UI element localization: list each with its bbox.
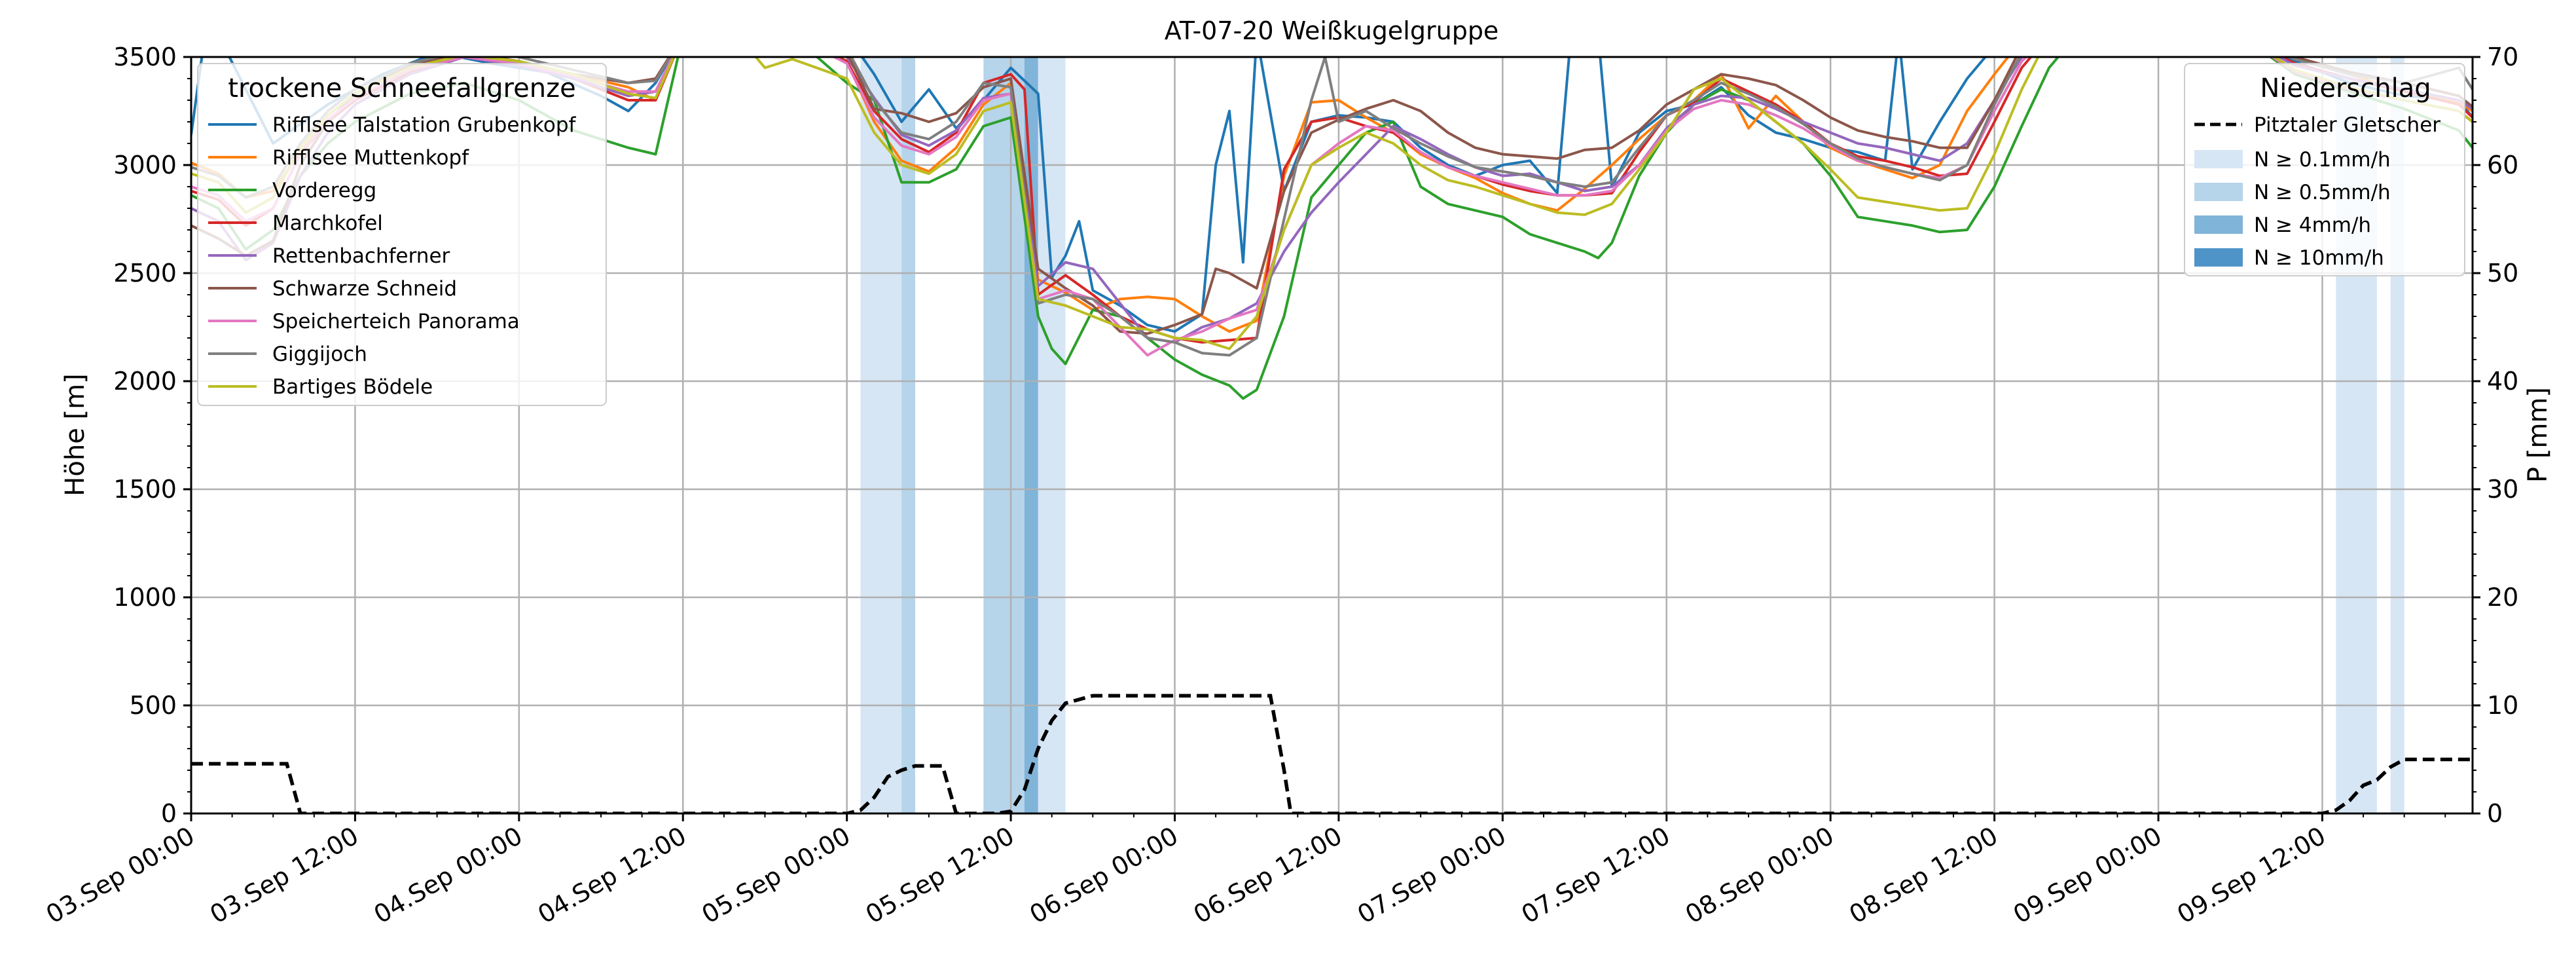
- ytick-right-label-3: 30: [2487, 475, 2518, 504]
- ytick-left-label-2: 1000: [113, 583, 177, 612]
- precip-band-3: [1024, 57, 1038, 813]
- ytick-left-label-6: 3000: [113, 151, 177, 179]
- legend-precipitation: Niederschlag Pitztaler Gletscher N ≥ 0.1…: [2184, 63, 2465, 276]
- legend-precip-band-label-3: N ≥ 10mm/h: [2254, 246, 2384, 270]
- precip-band-4: [1038, 57, 1066, 813]
- legend-precip-band-swatch-0: [2194, 150, 2243, 168]
- y-axis-label-right: P [mm]: [2523, 387, 2553, 483]
- legend-precip-band-label-0: N ≥ 0.1mm/h: [2254, 148, 2391, 172]
- ytick-left-label-7: 3500: [113, 43, 177, 71]
- plot-frame: [190, 56, 2474, 815]
- right-axis-ticks: 0 10 20 30 40 50 60 70: [2473, 43, 2518, 828]
- legend-precip-band-label-2: N ≥ 4mm/h: [2254, 214, 2371, 237]
- series-line-4: [191, 57, 2473, 344]
- legend-snowline-label-5: Schwarze Schneid: [272, 277, 457, 301]
- legend-precipitation-line-label: Pitztaler Gletscher: [2254, 113, 2440, 137]
- series-line-3: [191, 57, 2473, 344]
- legend-precip-band-label-1: N ≥ 0.5mm/h: [2254, 181, 2391, 204]
- series-line-8: [191, 57, 2473, 350]
- legend-snowline-label-8: Bartiges Bödele: [272, 375, 433, 399]
- snowline-series: [191, 57, 2473, 400]
- left-axis-ticks: 0 500 1000 1500 2000 2500 3000 3500: [113, 43, 191, 828]
- ytick-left-label-3: 1500: [113, 475, 177, 504]
- legend-precip-band-swatch-1: [2194, 183, 2243, 201]
- ytick-left-label-0: 0: [161, 799, 177, 828]
- ytick-right-label-1: 10: [2487, 691, 2518, 720]
- series-line-2: [191, 57, 2473, 400]
- legend-snowline-label-0: Rifflsee Talstation Grubenkopf: [272, 113, 577, 137]
- precip-band-2: [983, 57, 1025, 813]
- legend-snowline-label-6: Speicherteich Panorama: [272, 310, 520, 333]
- y-axis-label-left: Höhe [m]: [60, 373, 90, 496]
- legend-snowline-label-2: Vorderegg: [272, 179, 376, 202]
- ytick-right-label-6: 60: [2487, 151, 2518, 179]
- ytick-right-label-2: 20: [2487, 583, 2518, 612]
- legend-snowline-title: trockene Schneefallgrenze: [228, 73, 575, 103]
- legend-snowline-label-4: Rettenbachferner: [272, 244, 450, 268]
- legend-precip-band-swatch-2: [2194, 215, 2243, 234]
- precip-band-1: [901, 57, 916, 813]
- ytick-right-label-5: 50: [2487, 259, 2518, 288]
- ytick-right-label-0: 0: [2487, 799, 2503, 828]
- precip-band-0: [860, 57, 902, 813]
- legend-precipitation-title: Niederschlag: [2260, 73, 2431, 103]
- ytick-left-label-5: 2500: [113, 259, 177, 288]
- precipitation-line-group: [191, 694, 2473, 813]
- ytick-left-label-4: 2000: [113, 367, 177, 396]
- ytick-right-label-4: 40: [2487, 367, 2518, 396]
- legend-precip-band-swatch-3: [2194, 248, 2243, 267]
- ytick-right-label-7: 70: [2487, 43, 2518, 71]
- legend-snowline-label-3: Marchkofel: [272, 212, 383, 235]
- chart-title: AT-07-20 Weißkugelgruppe: [1165, 16, 1499, 45]
- legend-snowline-label-1: Rifflsee Muttenkopf: [272, 146, 469, 170]
- precipitation-line: [191, 694, 2473, 813]
- ytick-left-label-1: 500: [129, 691, 177, 720]
- legend-snowline-label-7: Giggijoch: [272, 343, 367, 366]
- series-line-7: [191, 57, 2473, 357]
- legend-snowline: trockene Schneefallgrenze Rifflsee Talst…: [197, 63, 607, 406]
